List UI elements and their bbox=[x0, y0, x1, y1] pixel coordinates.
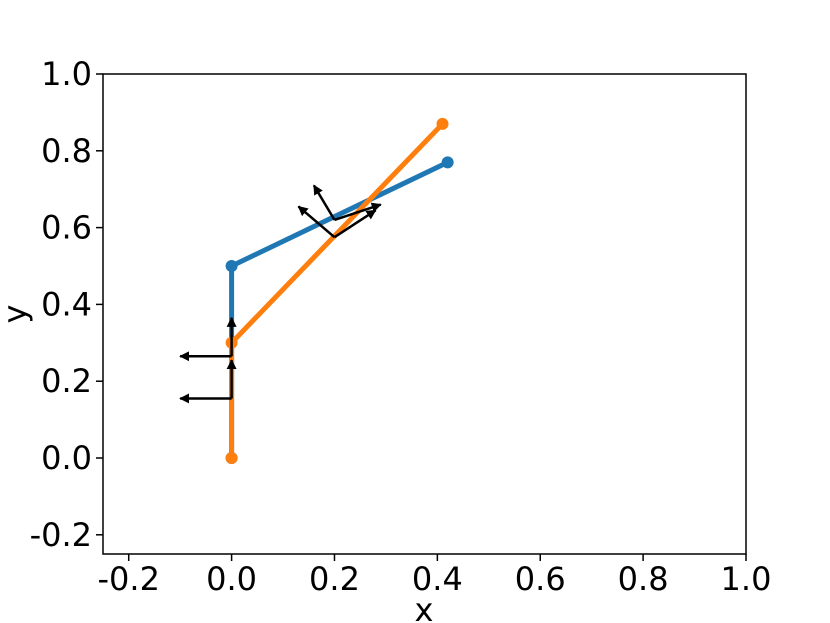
frame-arrow bbox=[333, 209, 377, 239]
frame-arrow bbox=[297, 205, 336, 239]
series-2-point bbox=[225, 452, 238, 464]
y-tick-label: -0.2 bbox=[30, 516, 92, 554]
plot-frame bbox=[102, 73, 747, 555]
x-tick-label: 0.2 bbox=[309, 560, 360, 598]
series-layer bbox=[225, 117, 454, 464]
y-tick-label: 0.8 bbox=[41, 132, 92, 170]
series-2-line bbox=[229, 122, 445, 458]
x-tick-label: 0.4 bbox=[412, 560, 463, 598]
plot-border bbox=[102, 73, 747, 555]
y-tick-label: 0.0 bbox=[41, 439, 92, 477]
series-1-point bbox=[441, 156, 454, 169]
x-tick-label: -0.2 bbox=[98, 560, 160, 598]
x-tick-label: 1.0 bbox=[721, 560, 772, 598]
y-tick-label: 0.2 bbox=[41, 362, 92, 400]
frame-arrow bbox=[334, 202, 382, 222]
x-tick-label: 0.8 bbox=[618, 560, 669, 598]
x-tick-label: 0.6 bbox=[515, 560, 566, 598]
series-2-point bbox=[436, 117, 449, 130]
frame-arrows bbox=[179, 184, 382, 404]
y-axis-label: y bbox=[0, 305, 34, 324]
y-tick-label: 1.0 bbox=[41, 55, 92, 93]
y-axis-ticks: -0.2 0.0 0.2 0.4 0.6 0.8 1.0 bbox=[30, 55, 103, 554]
x-axis-ticks: -0.2 0.0 0.2 0.4 0.6 0.8 1.0 bbox=[98, 554, 772, 598]
series-1-point bbox=[225, 260, 238, 272]
y-tick-label: 0.4 bbox=[41, 285, 92, 323]
y-tick-label: 0.6 bbox=[41, 209, 92, 247]
x-tick-label: 0.0 bbox=[206, 560, 257, 598]
frame-arrow bbox=[312, 184, 336, 221]
x-axis-label: x bbox=[415, 591, 434, 623]
